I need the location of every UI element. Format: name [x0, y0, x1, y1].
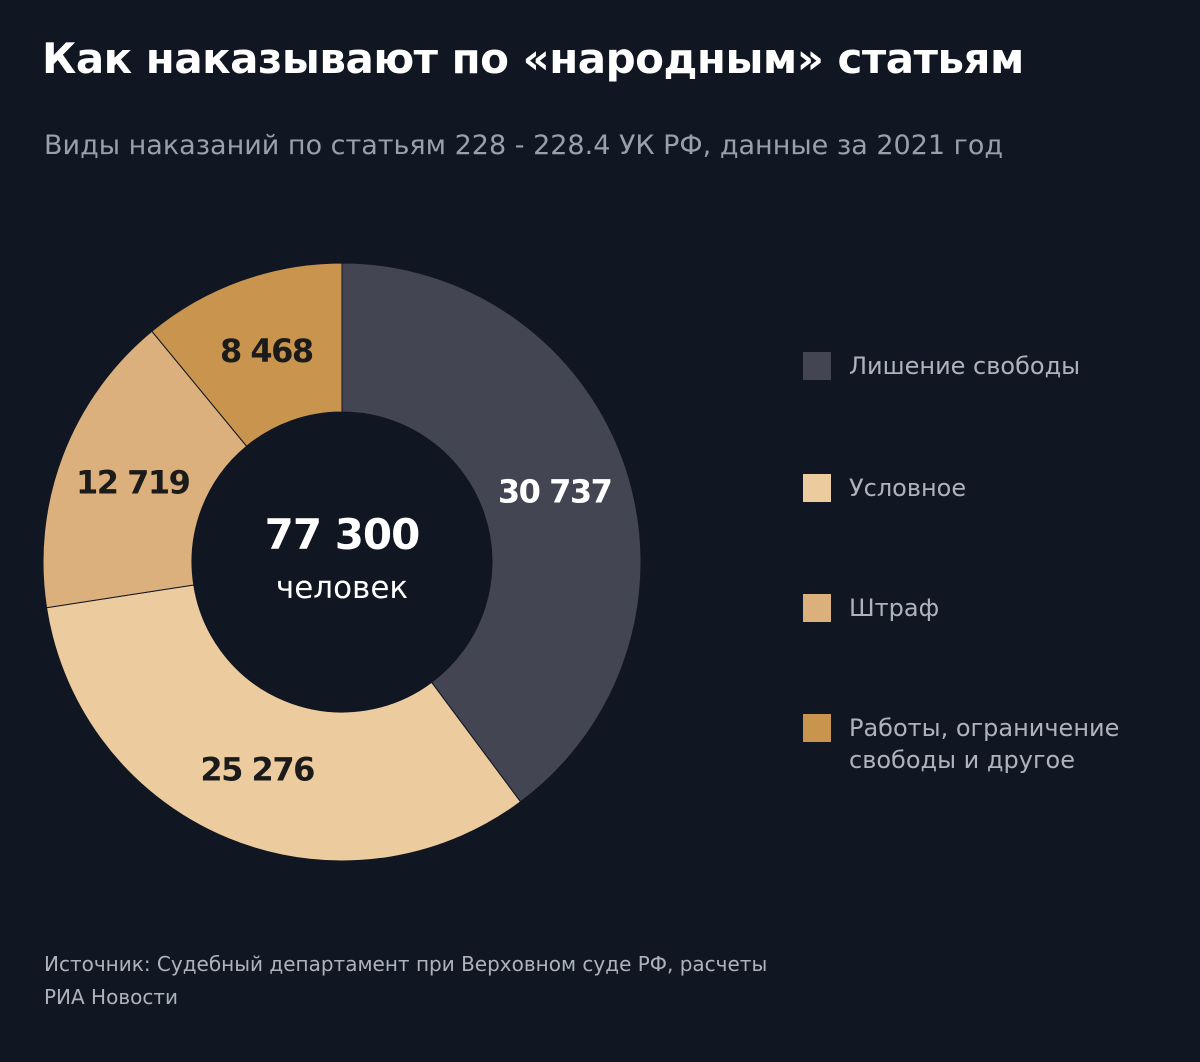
- legend-item-conditional: Условное: [803, 472, 1179, 504]
- slice-value-label: 25 276: [200, 750, 314, 788]
- legend-swatch: [803, 474, 831, 502]
- legend-item-deprivation: Лишение свободы: [803, 350, 1179, 382]
- legend-swatch: [803, 594, 831, 622]
- donut-center-unit: человек: [275, 570, 409, 606]
- chart-title: Как наказывают по «народным» статьям: [42, 34, 1024, 83]
- donut-slice: [341, 262, 642, 803]
- legend-swatch: [803, 352, 831, 380]
- donut-slice: [151, 262, 343, 447]
- legend-label: Работы, ограничение свободы и другое: [849, 714, 1120, 774]
- legend-label: Лишение свободы: [849, 352, 1081, 380]
- source-note: Источник: Судебный департамент при Верхо…: [44, 952, 768, 1009]
- slice-value-label: 12 719: [76, 463, 190, 501]
- legend-swatch: [803, 714, 831, 742]
- legend-label: Условное: [849, 474, 967, 502]
- donut-chart: 30 737 25 276 12 719 8 468: [42, 262, 642, 862]
- donut-slice: [45, 584, 522, 862]
- legend-item-fine: Штраф: [803, 592, 1179, 624]
- legend-item-work-other: Работы, ограничение свободы и другое: [803, 712, 1179, 776]
- chart-subtitle: Виды наказаний по статьям 228 - 228.4 УК…: [44, 130, 1004, 161]
- donut-center-total: 77 300: [264, 510, 421, 559]
- slice-value-label: 30 737: [498, 473, 611, 511]
- donut-slice: [42, 330, 248, 609]
- slice-value-label: 8 468: [220, 332, 313, 370]
- legend-label: Штраф: [849, 594, 940, 622]
